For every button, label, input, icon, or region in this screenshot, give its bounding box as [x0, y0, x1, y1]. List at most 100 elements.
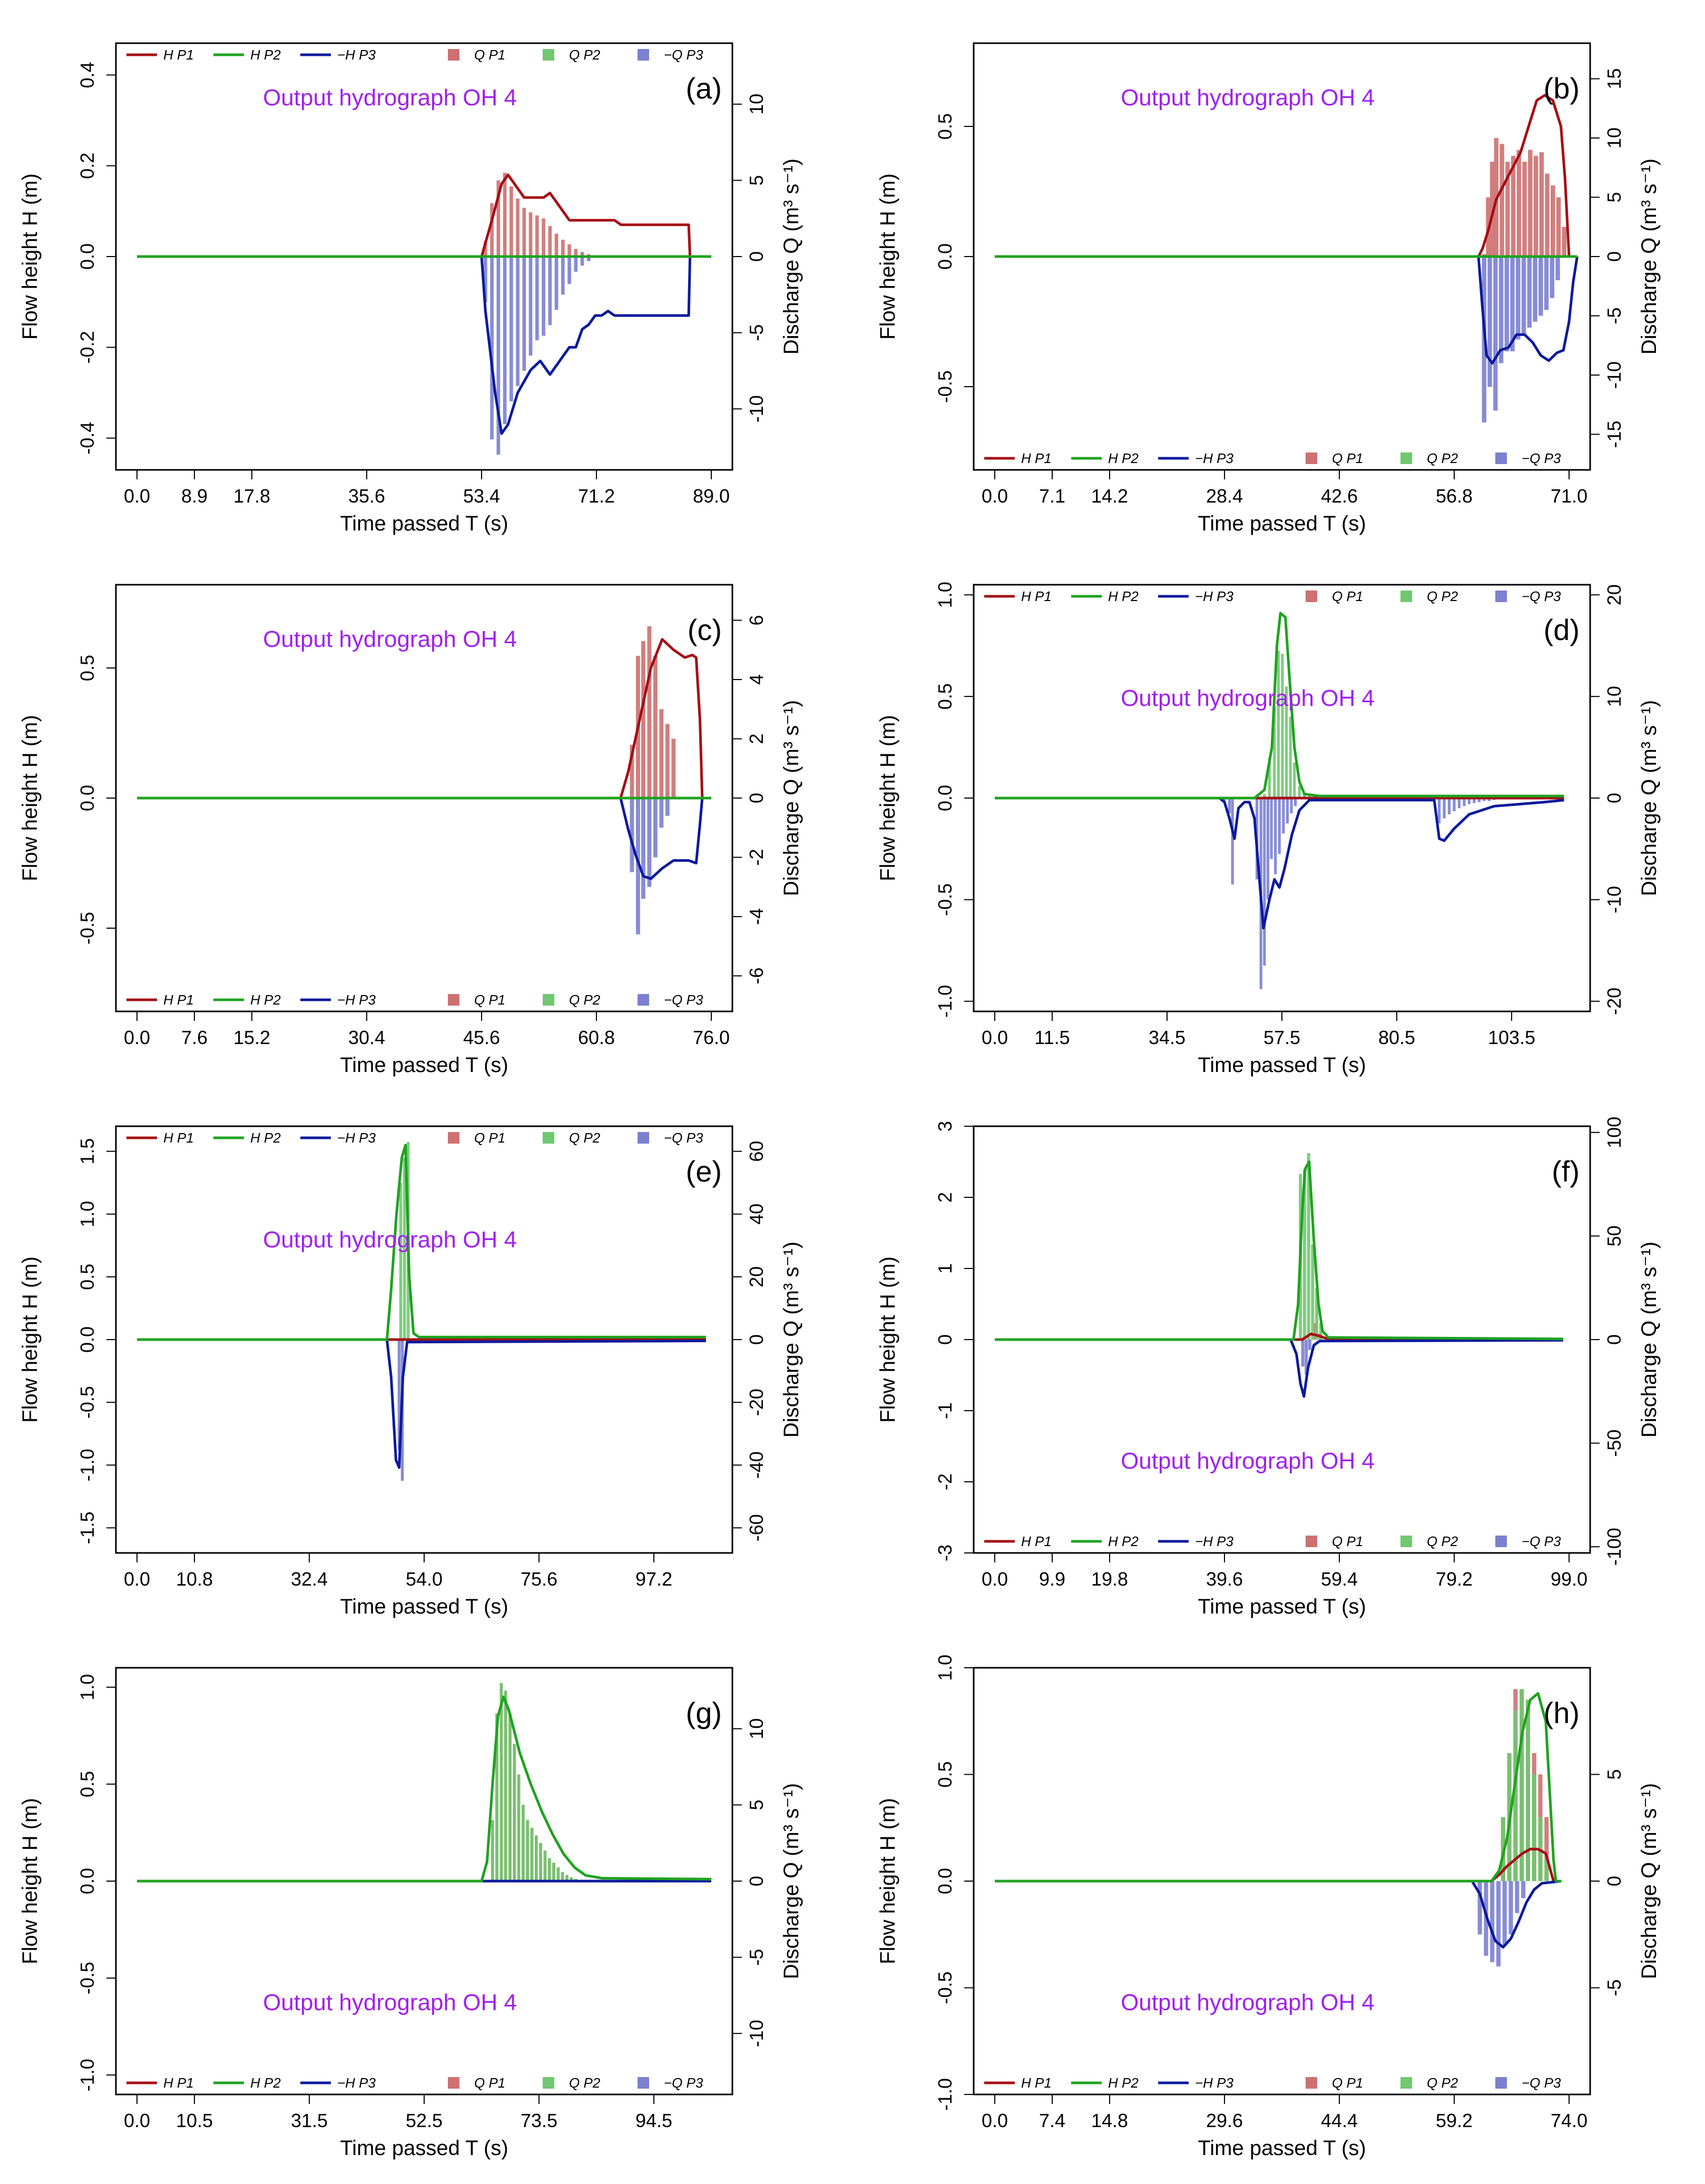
- qp1-bar: [1500, 144, 1504, 257]
- y-tick-label: 1.0: [76, 1674, 98, 1700]
- qp3-bar: [1515, 1881, 1520, 1913]
- qp3-bar: [1510, 257, 1515, 351]
- y-tick-label: 0.5: [934, 683, 956, 710]
- legend: H P1 H P2 −H P3 Q P1 Q P2 −Q P3: [126, 992, 703, 1008]
- qp2-bar: [1303, 793, 1306, 798]
- qp1-bar: [647, 626, 652, 798]
- y-ticks: -1.0 -0.5 0.0 0.5 1.0: [76, 1674, 116, 2091]
- qp3-bar: [496, 257, 501, 455]
- y2-axis-label: Discharge Q (m³ s⁻¹): [1638, 1783, 1661, 1979]
- x-axis-label: Time passed T (s): [1198, 1595, 1366, 1618]
- x-tick-label: 54.0: [406, 1568, 443, 1590]
- qp1-bar: [503, 172, 507, 257]
- qp2-bar: [1268, 757, 1271, 798]
- panel-label: (d): [1544, 613, 1580, 646]
- panel-title: Output hydrograph OH 4: [263, 626, 517, 652]
- x-tick-label: 71.0: [1551, 485, 1588, 507]
- legend-hp2-label: H P2: [250, 47, 281, 63]
- hp3-line: [995, 796, 1564, 930]
- qp1-bar: [509, 186, 513, 257]
- qp3-bar: [1437, 798, 1441, 824]
- y-tick-label: 3: [934, 1121, 956, 1132]
- panel-h: 0.0 7.4 14.8 29.6 44.4 59.2 74.0 -1.0 -0.5 0.0 0.5…: [876, 1655, 1661, 2160]
- qp3-bar: [1443, 798, 1446, 819]
- qp3-bar: [1228, 798, 1231, 813]
- qp3-bar: [630, 798, 634, 872]
- x-tick-label: 7.1: [1039, 485, 1065, 507]
- x-ticks: 0.0 9.9 19.8 39.6 59.4 79.2 99.0: [982, 1553, 1588, 1590]
- legend-hp2-label: H P2: [250, 2075, 281, 2091]
- y-tick-label: 0: [934, 1334, 956, 1345]
- x-ticks: 0.0 11.5 34.5 57.5 80.5 103.5: [982, 1011, 1535, 1048]
- qp1-bar: [1528, 150, 1533, 257]
- legend-qp2-label: Q P2: [1427, 2075, 1458, 2091]
- x-tick-label: 34.5: [1149, 1027, 1185, 1048]
- qp1-bar: [659, 709, 664, 798]
- qp2-bars: [491, 1683, 577, 1881]
- y-ticks: -0.5 0.0 0.5: [934, 113, 974, 403]
- legend-qp2-swatch: [543, 2077, 554, 2089]
- y2-axis-label: Discharge Q (m³ s⁻¹): [780, 1783, 803, 1979]
- x-tick-label: 42.6: [1321, 485, 1358, 507]
- qp1-bar: [1562, 227, 1567, 257]
- panel-label: (e): [686, 1155, 722, 1188]
- y2-tick-label: 0: [1603, 1876, 1625, 1886]
- legend-qp1-swatch: [448, 2077, 459, 2089]
- qp3-bar: [1533, 257, 1537, 322]
- legend-hp2-label: H P2: [1108, 588, 1139, 604]
- y-tick-label: 0.5: [934, 1761, 956, 1787]
- qp3-bar: [1263, 798, 1266, 966]
- y2-tick-label: -10: [746, 395, 767, 422]
- hp2-line: [137, 1144, 706, 1341]
- legend-hp3-label: −H P3: [1195, 1533, 1234, 1549]
- qp3-bar: [1453, 798, 1456, 812]
- qp3-bar: [1504, 257, 1510, 351]
- y2-axis-label: Discharge Q (m³ s⁻¹): [1638, 700, 1661, 896]
- panel-label: (f): [1552, 1155, 1580, 1188]
- qp2-bar: [1532, 1774, 1536, 1881]
- qp2-bar: [1277, 651, 1280, 798]
- y2-tick-label: -20: [1603, 988, 1625, 1015]
- legend-qp3-swatch: [638, 2077, 649, 2089]
- qp3-bar: [561, 257, 565, 295]
- y-axis-label: Flow height H (m): [18, 1256, 42, 1423]
- qp3-bar: [641, 798, 645, 899]
- legend-hp1-label: H P1: [1021, 1533, 1052, 1549]
- x-ticks: 0.0 10.5 31.5 52.5 73.5 94.5: [124, 2094, 672, 2131]
- qp3-bar: [1301, 1340, 1305, 1367]
- qp3-bar: [1483, 798, 1486, 801]
- qp3-bar: [1477, 1881, 1482, 1935]
- legend-qp3-swatch: [638, 994, 649, 1006]
- legend-qp1-label: Q P1: [1332, 1533, 1363, 1549]
- x-axis-label: Time passed T (s): [340, 1054, 508, 1077]
- legend-qp2-swatch: [1400, 2077, 1412, 2089]
- y-tick-label: -0.5: [76, 912, 98, 945]
- legend-qp1-label: Q P1: [474, 1130, 505, 1146]
- x-tick-label: 19.8: [1091, 1568, 1128, 1590]
- qp3-bar: [574, 257, 578, 272]
- y-ticks: -0.5 0.0 0.5: [76, 655, 116, 945]
- legend-hp3-label: −H P3: [1195, 588, 1234, 604]
- qp3-bar: [1490, 1881, 1495, 1962]
- legend-qp1-label: Q P1: [474, 992, 505, 1008]
- y-tick-label: 0.0: [934, 1868, 956, 1894]
- x-tick-label: 56.8: [1436, 485, 1473, 507]
- legend-qp3-swatch: [638, 49, 649, 61]
- qp1-bars: [1482, 138, 1567, 257]
- legend-hp1-label: H P1: [163, 1130, 194, 1146]
- y-tick-label: 0.0: [76, 785, 98, 811]
- x-tick-label: 97.2: [635, 1568, 672, 1590]
- y-tick-label: -1.5: [76, 1511, 98, 1544]
- qp1-bar: [483, 241, 487, 257]
- y-tick-label: -1.0: [76, 1449, 98, 1481]
- panel-c: 0.0 7.6 15.2 30.4 45.6 60.8 76.0 -0.5 0.0 0.5 -6 -4…: [18, 584, 803, 1077]
- legend-hp3-label: −H P3: [1195, 450, 1234, 466]
- y-tick-label: 0.0: [934, 785, 956, 811]
- legend-hp1-label: H P1: [163, 47, 194, 63]
- x-tick-label: 73.5: [521, 2110, 557, 2131]
- legend: H P1 H P2 −H P3 Q P1 Q P2 −Q P3: [126, 2075, 703, 2091]
- qp1-bar: [548, 226, 552, 257]
- hp3-line: [137, 796, 711, 880]
- y2-axis-label: Discharge Q (m³ s⁻¹): [1638, 1242, 1661, 1438]
